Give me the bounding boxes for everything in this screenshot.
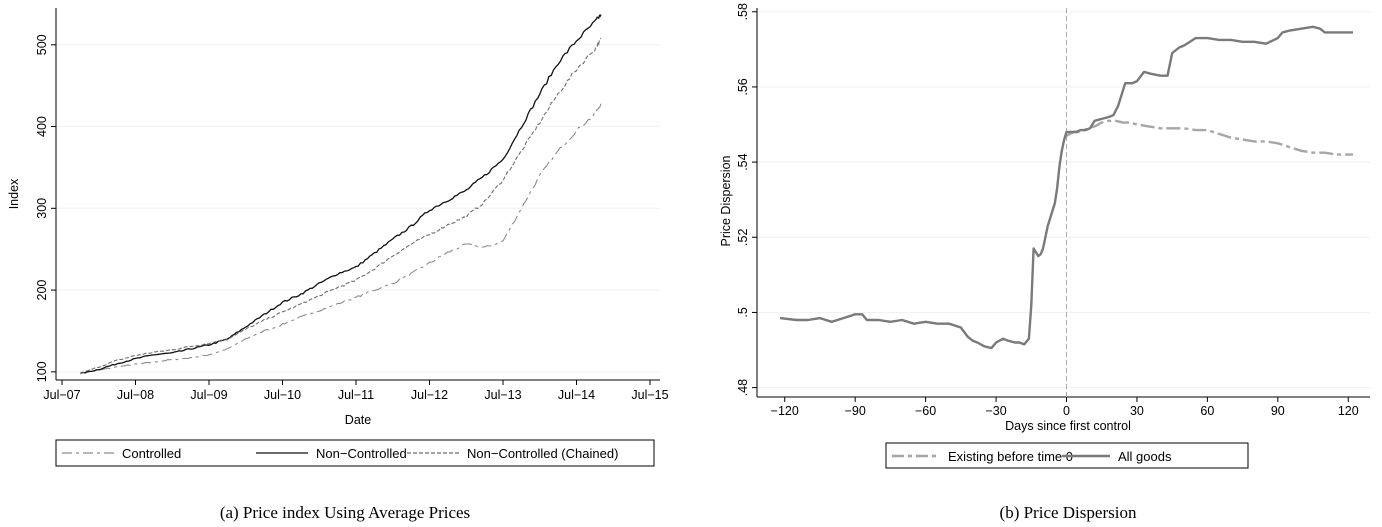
panel-b-gridlines [757, 11, 1370, 389]
panel-a-price-index: 100 200 300 400 500 Jul−07 Jul−08 Jul−09 Jul−10… [7, 8, 669, 522]
panel-a-y-ticks: 100 200 300 400 500 [35, 34, 56, 382]
panel-a-y-tick-label: 200 [35, 280, 49, 301]
panel-a-x-tick-label: Jul−13 [484, 388, 521, 402]
panel-b-y-tick-label: .5 [736, 307, 750, 317]
panel-a-x-ticks: Jul−07 Jul−08 Jul−09 Jul−10 Jul−11 Jul−12 Jul−… [43, 380, 669, 402]
panel-b-y-tick-label: .58 [736, 3, 750, 20]
panel-b-price-dispersion: .48 .5 .52 .54 .56 .58 −120 −90 −60 −30 0 30 60 90 12… [719, 3, 1370, 522]
panel-a-legend-label: Non−Controlled [316, 446, 407, 461]
panel-b-series-lines [779, 25, 1353, 350]
panel-a-x-axis-title: Date [345, 413, 371, 427]
panel-a-x-tick-label: Jul−11 [338, 388, 374, 402]
panel-b-x-tick-label: 0 [1063, 404, 1070, 418]
panel-a-series-line [80, 14, 602, 374]
panel-a-legend-label: Controlled [122, 446, 181, 461]
panel-a-series-line [80, 103, 602, 375]
panel-a-y-tick-label: 300 [35, 198, 49, 219]
panel-b-series-line [1065, 119, 1353, 156]
panel-a-y-tick-label: 500 [35, 34, 49, 55]
panel-b-y-ticks: .48 .5 .52 .54 .56 .58 [736, 3, 757, 396]
panel-b-x-ticks: −120 −90 −60 −30 0 30 60 90 120 [771, 397, 1359, 418]
panel-a-x-tick-label: Jul−07 [43, 388, 80, 402]
panel-a-legend: Controlled Non−Controlled Non−Controlled (… [55, 439, 655, 467]
panel-a-x-tick-label: Jul−14 [558, 388, 595, 402]
panel-a-x-tick-label: Jul−09 [190, 388, 227, 402]
panel-b-y-axis-title: Price Dispersion [719, 155, 733, 246]
panel-b-y-tick-label: .48 [736, 379, 750, 396]
panel-a-x-tick-label: Jul−12 [411, 388, 448, 402]
panel-b-x-tick-label: 90 [1271, 404, 1285, 418]
panel-a-legend-label: Non−Controlled (Chained) [467, 446, 618, 461]
panel-a-series-line [80, 37, 602, 374]
panel-b-legend-label: All goods [1118, 449, 1172, 464]
panel-a-x-tick-label: Jul−10 [264, 388, 301, 402]
panel-b-y-tick-label: .56 [736, 78, 750, 95]
panel-b-x-tick-label: −30 [985, 404, 1006, 418]
panel-a-gridlines [56, 44, 660, 373]
panel-a-legend-box [55, 439, 655, 467]
panel-a-x-tick-label: Jul−08 [117, 388, 154, 402]
panel-a-caption: (a) Price index Using Average Prices [220, 503, 470, 522]
panel-b-x-tick-label: −90 [845, 404, 866, 418]
panel-b-series-line [779, 25, 1353, 350]
panel-b-x-tick-label: −120 [771, 404, 799, 418]
panel-b-x-tick-label: 60 [1200, 404, 1214, 418]
panel-b-x-axis-title: Days since first control [1005, 419, 1131, 433]
panel-b-x-tick-label: 30 [1130, 404, 1144, 418]
panel-a-y-axis-title: Index [7, 178, 21, 209]
panel-a-y-tick-label: 100 [35, 361, 49, 382]
panel-a-series-lines [80, 14, 602, 375]
panel-b-x-tick-label: 120 [1338, 404, 1359, 418]
panel-b-y-tick-label: .52 [736, 229, 750, 246]
panel-a-y-tick-label: 400 [35, 116, 49, 137]
panel-b-y-tick-label: .54 [736, 153, 750, 170]
panel-b-caption: (b) Price Dispersion [1000, 503, 1137, 522]
panel-b-x-tick-label: −60 [915, 404, 936, 418]
panel-b-legend: Existing before time 0 All goods [885, 442, 1249, 469]
panel-a-x-tick-label: Jul−15 [631, 388, 668, 402]
panel-b-legend-label: Existing before time 0 [948, 449, 1073, 464]
